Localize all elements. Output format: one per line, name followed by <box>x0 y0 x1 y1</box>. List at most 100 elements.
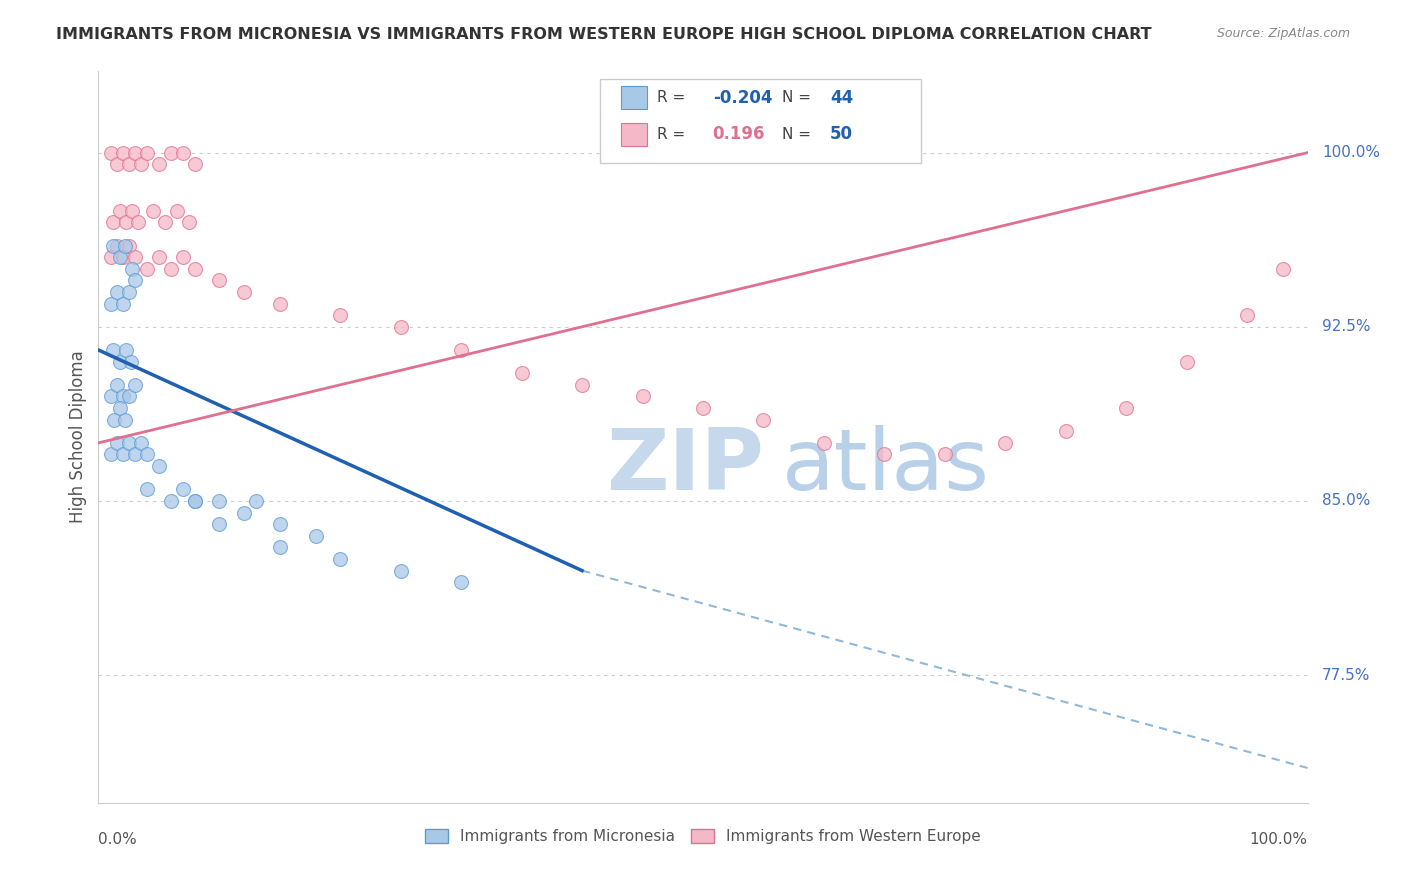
Point <box>101 343 124 357</box>
Point <box>153 215 176 229</box>
Point <box>631 389 654 403</box>
Y-axis label: High School Diploma: High School Diploma <box>69 351 87 524</box>
Point <box>1115 401 1137 415</box>
Text: 100.0%: 100.0% <box>1250 832 1308 847</box>
Point <box>1272 261 1295 276</box>
Text: N =: N = <box>782 90 811 105</box>
Point <box>160 145 183 160</box>
Text: -0.204: -0.204 <box>713 88 772 107</box>
Point <box>1054 424 1077 438</box>
Point <box>111 250 134 264</box>
Text: 85.0%: 85.0% <box>1322 493 1371 508</box>
Point <box>692 401 714 415</box>
Point <box>111 296 134 310</box>
Point <box>245 494 267 508</box>
Point <box>124 273 146 287</box>
Point <box>208 273 231 287</box>
Text: N =: N = <box>782 127 811 142</box>
Point <box>118 436 141 450</box>
Point <box>172 483 194 497</box>
Point <box>115 343 138 357</box>
Point <box>111 389 134 403</box>
Point <box>135 483 157 497</box>
Point <box>129 157 152 171</box>
Text: 100.0%: 100.0% <box>1322 145 1381 161</box>
Point <box>269 296 291 310</box>
Point <box>118 285 141 299</box>
Text: ZIP: ZIP <box>606 425 763 508</box>
Point <box>108 401 131 415</box>
Point <box>108 354 131 368</box>
Point <box>127 215 149 229</box>
Point <box>114 412 136 426</box>
Point <box>450 575 472 590</box>
Text: IMMIGRANTS FROM MICRONESIA VS IMMIGRANTS FROM WESTERN EUROPE HIGH SCHOOL DIPLOMA: IMMIGRANTS FROM MICRONESIA VS IMMIGRANTS… <box>56 27 1152 42</box>
Point <box>111 448 134 462</box>
Point <box>100 448 122 462</box>
Point <box>172 250 194 264</box>
Point <box>118 238 141 252</box>
Point <box>1175 354 1198 368</box>
Point <box>571 377 593 392</box>
Point <box>142 203 165 218</box>
Point <box>208 517 231 532</box>
Point <box>118 389 141 403</box>
Point <box>101 215 124 229</box>
Point <box>148 157 170 171</box>
Point <box>124 448 146 462</box>
Point <box>108 250 131 264</box>
Point <box>813 436 835 450</box>
Point <box>160 494 183 508</box>
Text: 0.0%: 0.0% <box>98 832 138 847</box>
Point <box>994 436 1017 450</box>
Point <box>100 145 122 160</box>
Text: 77.5%: 77.5% <box>1322 667 1371 682</box>
Point <box>166 203 188 218</box>
FancyBboxPatch shape <box>600 78 921 163</box>
Text: R =: R = <box>657 127 685 142</box>
Text: R =: R = <box>657 90 685 105</box>
Point <box>111 145 134 160</box>
Point <box>232 506 254 520</box>
Point <box>184 494 207 508</box>
Point <box>105 157 128 171</box>
Point <box>184 157 207 171</box>
FancyBboxPatch shape <box>621 86 647 110</box>
Point <box>269 541 291 555</box>
Text: 50: 50 <box>830 125 853 144</box>
Point <box>179 215 201 229</box>
Point <box>148 250 170 264</box>
Point <box>105 377 128 392</box>
FancyBboxPatch shape <box>621 122 647 146</box>
Point <box>105 436 128 450</box>
Point <box>148 459 170 474</box>
Point <box>124 250 146 264</box>
Point <box>100 250 122 264</box>
Text: atlas: atlas <box>782 425 990 508</box>
Point <box>329 552 352 566</box>
Point <box>305 529 328 543</box>
Point <box>389 564 412 578</box>
Point <box>208 494 231 508</box>
Point <box>329 308 352 322</box>
Point <box>873 448 896 462</box>
Point <box>269 517 291 532</box>
Point <box>135 261 157 276</box>
Legend: Immigrants from Micronesia, Immigrants from Western Europe: Immigrants from Micronesia, Immigrants f… <box>419 822 987 850</box>
Point <box>115 215 138 229</box>
Point <box>100 296 122 310</box>
Point <box>105 238 128 252</box>
Point <box>124 145 146 160</box>
Point <box>101 238 124 252</box>
Point <box>752 412 775 426</box>
Point <box>450 343 472 357</box>
Point <box>934 448 956 462</box>
Point <box>118 157 141 171</box>
Point <box>160 261 183 276</box>
Point <box>184 261 207 276</box>
Point <box>129 436 152 450</box>
Text: 44: 44 <box>830 88 853 107</box>
Point <box>114 238 136 252</box>
Point <box>232 285 254 299</box>
Point <box>135 448 157 462</box>
